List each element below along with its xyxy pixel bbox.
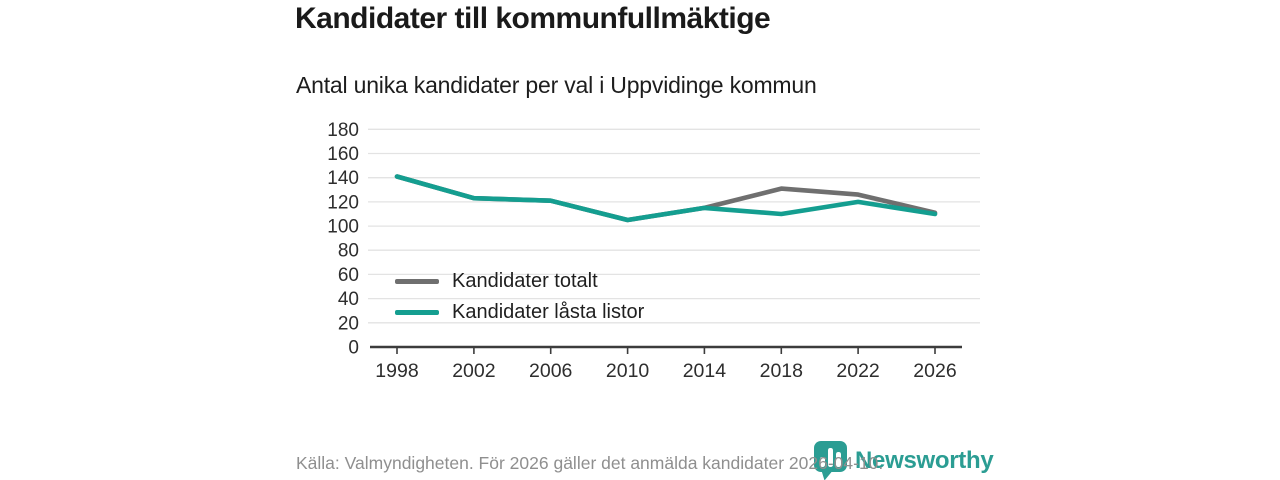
legend-swatch-total	[395, 278, 439, 284]
y-tick-label-140: 140	[327, 168, 359, 189]
legend-label-locked-lists: Kandidater låsta listor	[452, 300, 645, 323]
legend-item-total: Kandidater totalt	[395, 269, 644, 293]
y-tick-label-120: 120	[327, 192, 359, 213]
y-tick-label-40: 40	[338, 289, 359, 310]
source-note: Källa: Valmyndigheten. För 2026 gäller d…	[296, 453, 884, 473]
chart-title: Kandidater till kommunfullmäktige	[295, 2, 771, 35]
logo-bar-small	[820, 457, 825, 467]
legend-label-total: Kandidater totalt	[452, 269, 598, 292]
y-tick-label-20: 20	[338, 313, 359, 334]
logo-bubble-tail	[821, 469, 834, 480]
legend-item-locked-lists: Kandidater låsta listor	[395, 300, 644, 324]
newsworthy-logo-icon	[814, 441, 847, 480]
logo-bar-tall	[828, 448, 833, 467]
brand-name: Newsworthy	[855, 447, 994, 474]
line-chart: 0 20 40 60 80 100 120 140 160 180 1998 2002 2006 2010…	[280, 115, 990, 395]
x-tick-label-2006: 2006	[529, 360, 572, 382]
x-tick-label-2002: 2002	[452, 360, 495, 382]
chart-legend: Kandidater totalt Kandidater låsta listo…	[395, 269, 644, 324]
x-tick-label-2018: 2018	[760, 360, 803, 382]
x-tick-label-2014: 2014	[683, 360, 727, 382]
y-tick-label-100: 100	[327, 217, 359, 238]
x-tick-label-1998: 1998	[375, 360, 418, 382]
logo-bar-medium	[836, 452, 841, 467]
line-chart-canvas: 0 20 40 60 80 100 120 140 160 180 1998 2002 2006 2010…	[327, 120, 980, 382]
legend-swatch-locked-lists	[395, 309, 439, 315]
chart-subtitle: Antal unika kandidater per val i Uppvidi…	[296, 72, 817, 98]
newsworthy-logo: Newsworthy	[812, 440, 994, 480]
series-line-1	[394, 174, 938, 223]
x-tick-label-2010: 2010	[606, 360, 650, 382]
x-tick-label-2022: 2022	[836, 360, 879, 382]
y-tick-label-60: 60	[338, 265, 359, 286]
x-tick-label-2026: 2026	[913, 360, 956, 382]
y-tick-label-160: 160	[327, 144, 359, 165]
y-tick-label-80: 80	[338, 241, 359, 262]
y-tick-label-180: 180	[327, 120, 359, 141]
y-tick-label-0: 0	[348, 338, 359, 359]
